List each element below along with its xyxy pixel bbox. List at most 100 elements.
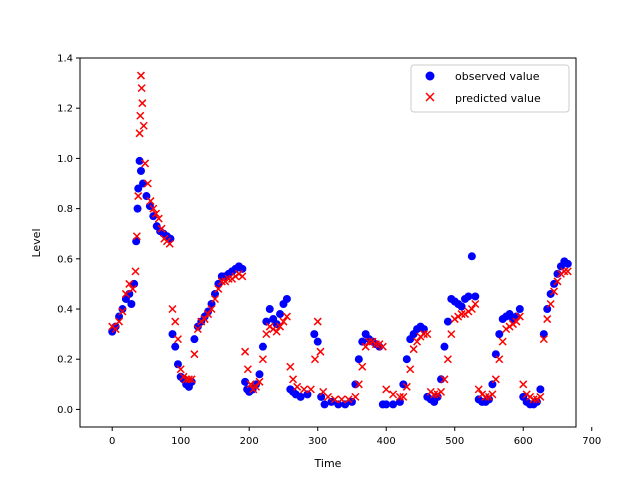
predicted-point <box>371 340 380 349</box>
predicted-point <box>406 365 415 374</box>
observed-point <box>443 317 452 326</box>
predicted-point <box>337 395 346 404</box>
predicted-point <box>210 294 219 304</box>
predicted-point <box>135 129 144 138</box>
predicted-point <box>316 347 325 356</box>
y-tick-label: 1.4 <box>57 54 73 65</box>
predicted-point <box>262 330 271 339</box>
x-tick-label: 700 <box>582 436 601 447</box>
predicted-point <box>543 315 552 324</box>
observed-point <box>358 337 367 346</box>
predicted-point <box>351 392 360 401</box>
x-tick-label: 0 <box>109 436 115 447</box>
observed-point <box>310 330 319 339</box>
observed-point <box>440 342 449 351</box>
predicted-point <box>365 337 374 346</box>
predicted-point <box>419 330 428 339</box>
y-tick-label: 0.0 <box>57 405 73 416</box>
predicted-point <box>344 395 353 404</box>
observed-point <box>135 156 144 165</box>
predicted-point <box>443 355 452 364</box>
predicted-point <box>430 390 439 399</box>
legend-observed-label: observed value <box>455 70 540 83</box>
observed-point <box>495 330 504 339</box>
predicted-point <box>512 317 521 326</box>
observed-point <box>262 317 271 326</box>
predicted-point <box>217 277 226 286</box>
legend-predicted-label: predicted value <box>455 92 541 105</box>
observed-point <box>457 302 466 311</box>
predicted-point <box>252 382 261 391</box>
predicted-point <box>157 224 166 233</box>
predicted-point <box>168 304 177 314</box>
observed-point <box>334 400 343 409</box>
observed-point <box>238 264 247 273</box>
predicted-point <box>184 375 193 384</box>
predicted-point <box>389 390 398 399</box>
observed-point <box>255 370 264 379</box>
observed-point <box>276 310 285 319</box>
predicted-point <box>310 355 320 364</box>
y-tick-label: 0.8 <box>57 204 73 215</box>
predicted-point <box>481 392 490 401</box>
predicted-point <box>214 284 223 293</box>
observed-point <box>536 385 545 394</box>
x-tick-label: 500 <box>445 436 464 447</box>
predicted-point <box>440 375 449 384</box>
observed-point <box>296 392 305 401</box>
observed-point <box>563 259 572 268</box>
predicted-point <box>138 99 147 108</box>
predicted-point <box>536 392 545 401</box>
observed-point <box>389 400 398 409</box>
observed-point <box>313 337 322 346</box>
observed-point <box>467 252 476 261</box>
predicted-point <box>488 390 497 399</box>
predicted-point <box>276 322 285 331</box>
observed-point <box>491 350 500 359</box>
predicted-point <box>187 375 196 384</box>
observed-point <box>173 360 182 369</box>
observed-point <box>136 166 145 175</box>
observed-point <box>118 305 127 314</box>
y-tick-label: 0.2 <box>57 355 73 366</box>
y-axis-ticks: 0.0 0.2 0.4 0.6 0.8 1.0 1.2 1.4 <box>57 54 80 416</box>
x-axis-label: Time <box>314 457 342 470</box>
observed-point <box>464 292 473 301</box>
observed-point <box>382 400 391 409</box>
y-tick-label: 1.0 <box>57 154 73 165</box>
predicted-point <box>128 284 137 293</box>
observed-point <box>127 300 136 308</box>
observed-point <box>241 377 250 386</box>
predicted-point <box>111 325 120 334</box>
predicted-point <box>134 192 143 201</box>
predicted-point <box>553 277 562 286</box>
predicted-point <box>131 267 140 276</box>
predicted-point <box>286 362 295 371</box>
predicted-point <box>519 380 528 389</box>
y-tick-label: 0.6 <box>57 254 73 265</box>
predicted-point <box>272 327 281 336</box>
predicted-point <box>354 380 363 389</box>
predicted-point <box>402 382 411 391</box>
predicted-point <box>115 317 124 326</box>
predicted-point <box>330 395 339 404</box>
predicted-point <box>289 375 298 384</box>
predicted-point <box>204 310 213 319</box>
predicted-point <box>539 335 548 344</box>
predicted-point <box>282 312 291 321</box>
predicted-point <box>200 315 209 324</box>
observed-point <box>354 355 363 364</box>
observed-point <box>133 204 142 213</box>
observed-point <box>543 305 552 314</box>
predicted-point <box>437 387 446 396</box>
predicted-point <box>121 289 130 298</box>
y-tick-label: 1.2 <box>57 104 73 115</box>
observed-point <box>317 392 326 401</box>
predicted-point <box>238 272 247 281</box>
predicted-point <box>224 274 233 283</box>
predicted-point <box>141 159 150 168</box>
predicted-point <box>137 84 146 93</box>
predicted-point <box>306 385 315 394</box>
predicted-series <box>108 71 572 404</box>
predicted-point <box>132 232 141 241</box>
